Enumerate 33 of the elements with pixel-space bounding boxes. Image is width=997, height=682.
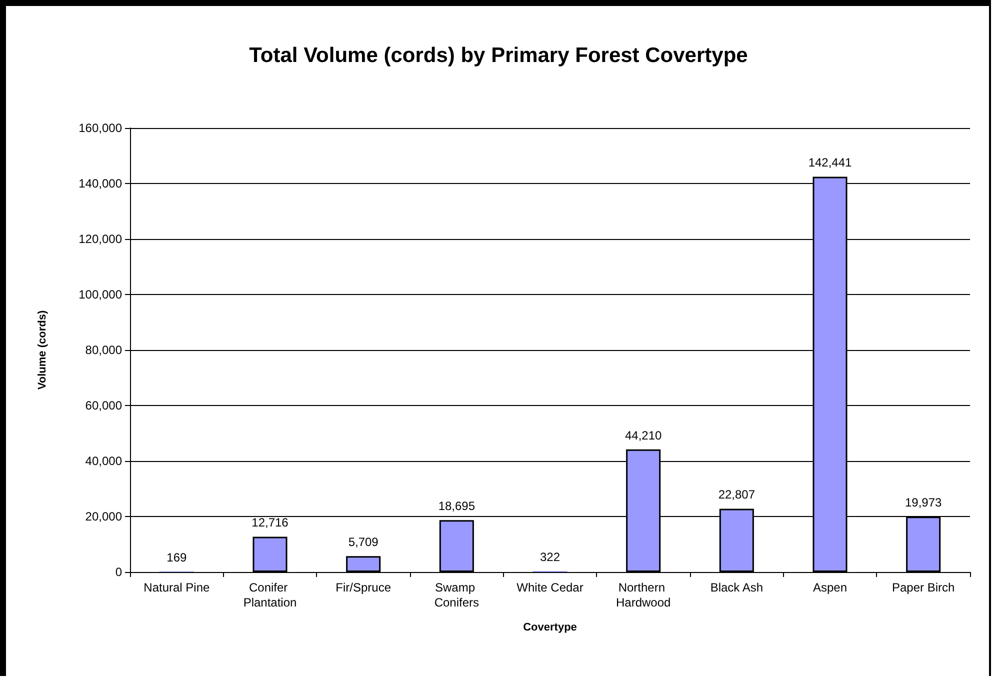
data-label: 322 [540,550,560,564]
x-tick-label: Fir/Spruce [336,580,392,594]
y-tick-label: 20,000 [85,510,122,524]
y-tick-label: 80,000 [85,343,122,357]
data-label: 142,441 [808,156,852,170]
y-axis-title: Volume (cords) [36,310,48,390]
y-tick-label: 140,000 [78,176,122,190]
y-tick-label: 40,000 [85,454,122,468]
x-tick-label: Northern Hardwood [616,580,671,610]
x-tick-label: Black Ash [710,580,764,594]
bar [252,536,288,572]
x-tick-label: Aspen [812,580,848,594]
data-label: 12,716 [252,516,289,530]
x-tick-label: Paper Birch [892,580,955,594]
x-tick-label: Natural Pine [144,580,210,594]
y-tick-label: 60,000 [85,398,122,412]
x-tick-label: White Cedar [516,580,584,594]
data-label: 169 [166,550,187,565]
y-tick-label: 120,000 [78,232,122,246]
data-label: 19,973 [904,496,942,510]
y-tick-label: 100,000 [78,288,122,302]
y-tick-label: 160,000 [78,121,122,135]
data-label: 22,807 [718,488,756,502]
x-tick-label: Swamp Conifers [434,580,480,610]
x-tick-label: Conifer Plantation [243,580,297,610]
y-tick-label: 0 [115,565,122,579]
data-label: 44,210 [624,428,662,442]
data-label: 5,709 [348,535,379,550]
chart-title: Total Volume (cords) by Primary Forest Covertype [249,44,748,67]
x-axis-title: Covertype [523,622,577,634]
data-label: 18,695 [438,499,476,514]
bar [346,556,381,572]
bar [439,520,474,572]
